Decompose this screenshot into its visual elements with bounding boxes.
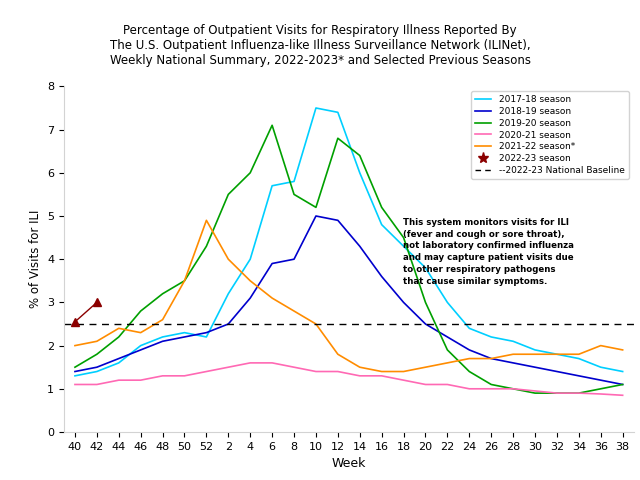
Text: Percentage of Outpatient Visits for Respiratory Illness Reported By
The U.S. Out: Percentage of Outpatient Visits for Resp… — [109, 24, 531, 67]
X-axis label: Week: Week — [332, 457, 366, 470]
Y-axis label: % of Visits for ILI: % of Visits for ILI — [29, 210, 42, 308]
Legend: 2017-18 season, 2018-19 season, 2019-20 season, 2020-21 season, 2021-22 season*,: 2017-18 season, 2018-19 season, 2019-20 … — [470, 91, 629, 179]
Text: This system monitors visits for ILI
(fever and cough or sore throat),
not labora: This system monitors visits for ILI (fev… — [403, 218, 574, 286]
